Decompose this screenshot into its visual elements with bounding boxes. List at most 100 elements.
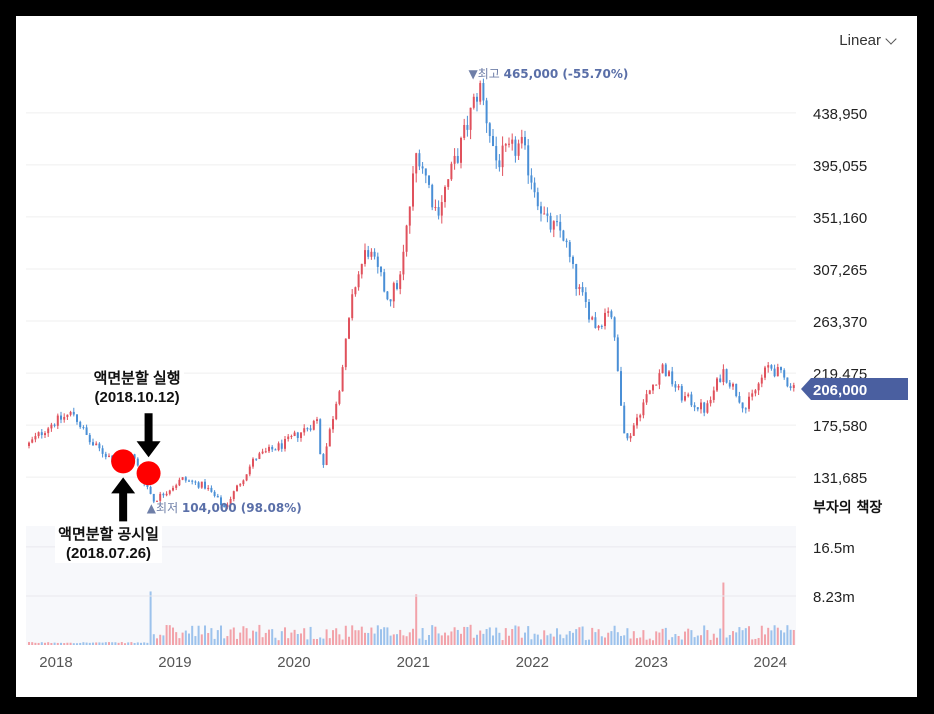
candle-body [508, 143, 510, 145]
volume-bar [338, 634, 341, 645]
annotation-execution-label: 액면분할 실행 (2018.10.12) [90, 369, 184, 408]
candle-body [194, 481, 197, 483]
volume-bar [680, 639, 683, 645]
candle-body [220, 497, 222, 506]
candle-body [408, 206, 411, 226]
volume-bar [776, 627, 779, 645]
volume-bar [674, 633, 677, 645]
volume-bar [277, 640, 280, 645]
candle-body [706, 403, 709, 413]
volume-bar [357, 630, 360, 645]
volume-bar [261, 637, 264, 645]
volume-bar [152, 634, 155, 645]
disclosure-date-dot [111, 449, 136, 474]
high-marker-value: 465,000 (-55.70%) [504, 67, 629, 81]
volume-bar [392, 634, 395, 645]
volume-bar [85, 642, 88, 645]
volume-bar [597, 629, 600, 645]
candle-body [757, 383, 760, 391]
annotation-disclosure-date: (2018.07.26) [65, 545, 152, 563]
volume-bar [786, 625, 789, 645]
volume-bar [69, 642, 72, 645]
candle-body [562, 230, 565, 241]
candle-body [280, 443, 283, 449]
candle-body [597, 325, 600, 328]
candle-body [728, 382, 731, 387]
candle-body [690, 394, 693, 406]
candle-body [514, 139, 517, 156]
volume-source-label: 부자의 책장 [813, 499, 882, 516]
volume-bar [399, 629, 402, 645]
volume-bar [72, 643, 75, 645]
volume-bar [508, 635, 510, 645]
candle-body [197, 482, 200, 488]
candle-body [88, 434, 91, 443]
candle-body [536, 192, 539, 207]
candle-body [60, 415, 62, 420]
candle-body [485, 100, 488, 124]
volume-bar [95, 642, 98, 645]
y-tick-label: 438,950 [813, 106, 867, 123]
scale-dropdown[interactable]: Linear [839, 32, 897, 49]
candle-body [28, 442, 30, 446]
candle-body [386, 291, 389, 300]
candle-body [376, 256, 379, 267]
volume-bar [140, 642, 142, 645]
candle-body [37, 432, 40, 437]
volume-bar [748, 626, 750, 645]
candle-body [607, 311, 610, 313]
candle-body [530, 175, 533, 183]
candle-body [696, 407, 699, 410]
volume-bar [495, 627, 498, 645]
volume-bar [146, 642, 149, 645]
candle-body [447, 179, 450, 187]
candle-body [412, 173, 414, 207]
candle-body [175, 485, 178, 488]
candle-body [792, 385, 795, 388]
volume-bar [536, 634, 539, 645]
volume-bar [655, 631, 658, 645]
candle-body [389, 299, 392, 302]
candle-body [754, 390, 757, 394]
volume-bar [223, 638, 226, 645]
volume-bar [485, 629, 488, 645]
volume-bar [412, 628, 414, 645]
candle-body [498, 160, 501, 168]
candle-body [213, 491, 216, 496]
volume-bar [716, 637, 718, 645]
candle-body [53, 424, 56, 426]
candle-body [684, 396, 686, 401]
volume-bar [264, 632, 267, 645]
volume-bar [53, 642, 56, 645]
candle-body [392, 283, 395, 302]
candle-body [271, 446, 274, 450]
volume-bar [492, 635, 494, 645]
candle-body [149, 486, 152, 494]
candle-body [639, 415, 642, 418]
candle-body [351, 294, 354, 319]
candle-body [738, 396, 741, 403]
volume-bar [50, 643, 53, 645]
candle-body [223, 505, 226, 508]
volume-bar [344, 625, 347, 645]
y-tick-label: 351,160 [813, 210, 867, 227]
candle-body [437, 207, 440, 216]
volume-bar [194, 636, 197, 645]
candle-body [520, 136, 523, 144]
volume-bar [252, 630, 254, 645]
volume-bar [34, 642, 37, 645]
candle-body [453, 155, 456, 164]
volume-bar [488, 627, 491, 645]
volume-bar [572, 632, 574, 645]
volume-bar [552, 636, 555, 645]
volume-bar [376, 625, 379, 645]
volume-bar [127, 642, 130, 645]
volume-bar [389, 635, 392, 645]
candle-body [652, 384, 654, 391]
x-tick-label: 2024 [754, 654, 787, 671]
volume-bar [460, 633, 462, 645]
volume-bar [133, 642, 136, 645]
volume-bar [82, 642, 85, 645]
candle-body [748, 396, 750, 409]
candle-body [207, 487, 210, 489]
